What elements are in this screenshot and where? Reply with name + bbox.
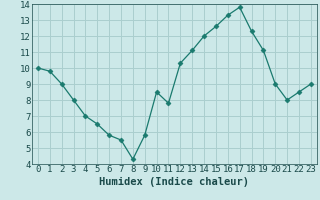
X-axis label: Humidex (Indice chaleur): Humidex (Indice chaleur) [100,177,249,187]
